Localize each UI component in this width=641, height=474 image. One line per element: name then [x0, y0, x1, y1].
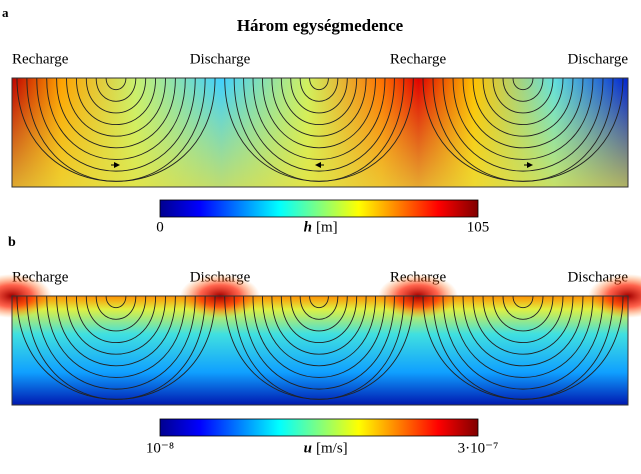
streamline [299, 77, 339, 102]
streamline [309, 295, 329, 309]
field-border [11, 77, 629, 188]
streamline [75, 295, 157, 343]
colorbar [159, 418, 479, 437]
colorbar-max: 3·10⁻⁷ [458, 440, 499, 456]
streamline [482, 77, 564, 125]
streamline [85, 295, 147, 332]
streamline [462, 295, 584, 367]
streamline [224, 77, 414, 182]
velocity-field [12, 296, 628, 405]
streamline [105, 77, 127, 91]
streamline [290, 77, 348, 114]
field-border [11, 295, 629, 406]
streamline [309, 77, 329, 91]
streamline [290, 295, 348, 332]
colorbar-symbol: u [304, 440, 312, 456]
streamline [46, 77, 186, 160]
streamline [261, 295, 377, 367]
streamline [243, 295, 395, 390]
colorbar-min: 10⁻⁸ [146, 440, 174, 456]
colorbar [159, 199, 479, 218]
streamline [271, 77, 367, 137]
streamline [36, 77, 196, 172]
streamline [422, 77, 624, 182]
streamline [75, 77, 157, 125]
streamline [299, 295, 339, 320]
streamline [56, 295, 176, 367]
panel-label: b [8, 235, 16, 250]
streamline [452, 295, 594, 378]
streamline [105, 295, 127, 309]
streamline [502, 77, 544, 102]
streamline [512, 295, 534, 309]
streamline [66, 77, 166, 137]
streamline [442, 77, 604, 172]
head-shade [12, 78, 628, 187]
streamline [95, 295, 137, 320]
zone-label: Recharge [390, 51, 447, 67]
streamline [512, 77, 534, 91]
streamline [462, 77, 584, 149]
colorbar-unit: [m] [316, 219, 338, 235]
streamline [271, 295, 367, 355]
streamline [243, 77, 395, 172]
title: Három egységmedence [237, 16, 404, 35]
colorbar-min: 0 [156, 219, 164, 235]
streamline [422, 295, 624, 400]
streamline [252, 77, 386, 160]
streamline [452, 77, 594, 160]
streamline [36, 295, 196, 390]
colorbar-max: 105 [467, 219, 490, 235]
streamline [502, 295, 544, 320]
colorbar-symbol: h [304, 219, 312, 235]
streamline [472, 77, 574, 137]
streamline [252, 295, 386, 378]
streamline [280, 77, 358, 125]
zone-label: Recharge [12, 51, 69, 67]
streamline [16, 295, 216, 400]
streamline [85, 77, 147, 114]
panel-label: a [2, 5, 9, 20]
streamline [280, 295, 358, 343]
streamline [16, 77, 216, 182]
streamline [442, 295, 604, 390]
streamline [472, 295, 574, 355]
colorbar-unit: [m/s] [316, 440, 348, 456]
streamline [56, 77, 176, 149]
streamline [492, 77, 554, 114]
streamline [66, 295, 166, 355]
zone-label: Discharge [567, 51, 628, 67]
streamline [482, 295, 564, 343]
streamline [46, 295, 186, 378]
zone-label: Discharge [190, 51, 251, 67]
streamline [261, 77, 377, 149]
streamline [224, 295, 414, 400]
streamline [95, 77, 137, 102]
streamline [492, 295, 554, 332]
